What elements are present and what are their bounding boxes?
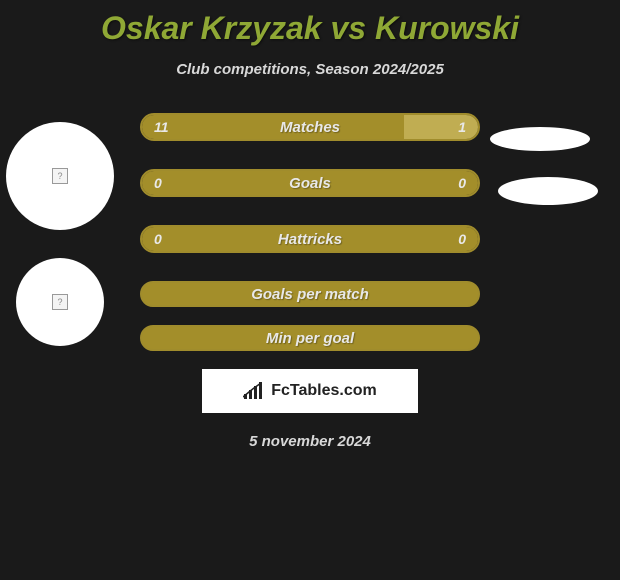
- stat-right-value: 0: [310, 171, 478, 195]
- stat-row-hattricks: 0 0 Hattricks: [0, 225, 620, 253]
- stat-row-goals: 0 0 Goals: [0, 169, 620, 197]
- stat-left-value: 0: [142, 171, 310, 195]
- stat-right-value: 1: [404, 115, 478, 139]
- stats-container: 11 1 Matches 0 0 Goals 0 0 Hattricks Goa…: [0, 113, 620, 351]
- date-label: 5 november 2024: [0, 433, 620, 450]
- brand-text: FcTables.com: [271, 382, 377, 400]
- stat-bar: 0 0 Hattricks: [140, 225, 480, 253]
- page-title: Oskar Krzyzak vs Kurowski: [0, 0, 620, 47]
- stat-left-value: 0: [142, 227, 310, 251]
- stat-bar: 0 0 Goals: [140, 169, 480, 197]
- subtitle: Club competitions, Season 2024/2025: [0, 61, 620, 78]
- brand-logo[interactable]: FcTables.com: [202, 369, 418, 413]
- stat-full-bar: Goals per match: [140, 281, 480, 307]
- stat-full-bar: Min per goal: [140, 325, 480, 351]
- stat-row-goals-per-match: Goals per match: [140, 281, 480, 307]
- stat-row-min-per-goal: Min per goal: [140, 325, 480, 351]
- stat-left-value: 11: [142, 115, 404, 139]
- chart-bars-icon: [243, 382, 265, 400]
- stat-right-value: 0: [310, 227, 478, 251]
- stat-row-matches: 11 1 Matches: [0, 113, 620, 141]
- stat-bar: 11 1 Matches: [140, 113, 480, 141]
